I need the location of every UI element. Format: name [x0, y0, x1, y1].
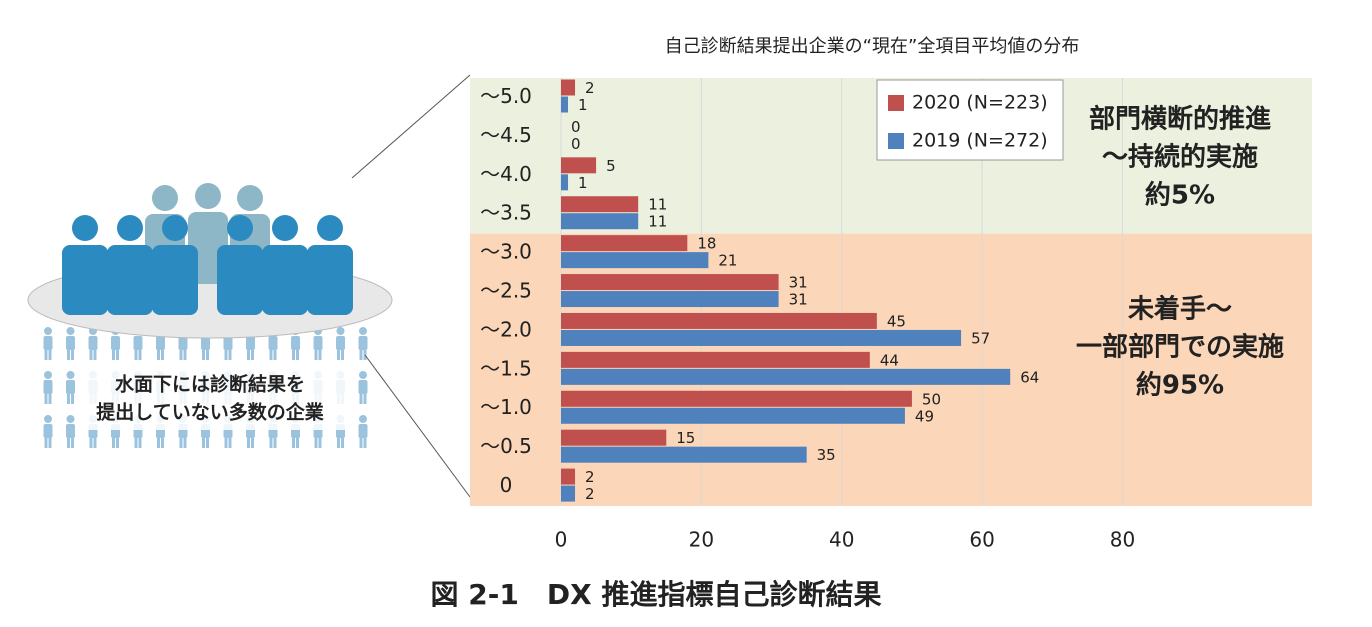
- y-tick-label: ～4.0: [480, 162, 532, 186]
- illustration-text: 提出していない多数の企業: [96, 401, 324, 424]
- value-label: 44: [880, 351, 899, 369]
- value-label: 31: [789, 291, 808, 309]
- annotation: 未着手～: [1128, 294, 1232, 325]
- legend-box: [876, 79, 1064, 161]
- value-label: 1: [578, 96, 588, 114]
- bar: [561, 213, 639, 230]
- legend-swatch: [888, 95, 904, 111]
- value-label: 49: [915, 407, 934, 425]
- y-tick-label: ～3.5: [480, 201, 532, 225]
- y-tick-label: ～2.0: [480, 317, 532, 341]
- bar: [561, 96, 569, 113]
- bar: [561, 351, 870, 368]
- value-label: 64: [1020, 368, 1039, 386]
- value-label: 18: [697, 235, 716, 253]
- value-label: 35: [817, 446, 836, 464]
- annotation: 一部部門での実施: [1076, 332, 1284, 363]
- chart-title: 自己診断結果提出企業の“現在”全項目平均値の分布: [665, 36, 1080, 57]
- y-tick-label: ～2.5: [480, 279, 532, 303]
- y-tick-label: 0: [500, 473, 513, 497]
- bar: [561, 235, 688, 252]
- annotation: 約5%: [1145, 180, 1215, 211]
- bar: [561, 368, 1011, 385]
- value-label: 2: [585, 468, 595, 486]
- value-label: 57: [971, 329, 990, 347]
- value-label: 50: [922, 390, 941, 408]
- legend-label: 2019 (N=272): [912, 130, 1048, 152]
- value-label: 5: [606, 157, 616, 175]
- annotation: 約95%: [1136, 370, 1224, 401]
- bar: [561, 252, 709, 269]
- value-label: 0: [571, 118, 581, 136]
- caption: 図 2-1 DX 推進指標自己診断結果: [431, 578, 882, 611]
- value-label: 21: [718, 252, 737, 270]
- bar: [561, 79, 576, 96]
- x-tick-label: 0: [555, 528, 568, 552]
- bar: [561, 468, 576, 485]
- bar: [561, 291, 779, 308]
- bar: [561, 157, 597, 174]
- bar: [561, 274, 779, 291]
- x-tick-label: 80: [1110, 528, 1135, 552]
- value-label: 0: [571, 135, 581, 153]
- bar: [561, 407, 905, 424]
- value-label: 2: [585, 485, 595, 503]
- x-tick-label: 20: [689, 528, 714, 552]
- bar: [561, 196, 639, 213]
- y-tick-label: ～4.5: [480, 123, 532, 147]
- bar: [561, 174, 569, 191]
- value-label: 31: [789, 274, 808, 292]
- value-label: 15: [676, 429, 695, 447]
- bar: [561, 429, 667, 446]
- annotation: ～持続的実施: [1102, 142, 1258, 173]
- illustration: [27, 74, 471, 498]
- y-tick-label: ～5.0: [480, 84, 532, 108]
- x-tick-label: 60: [969, 528, 994, 552]
- y-tick-label: ～3.0: [480, 240, 532, 264]
- bar: [561, 446, 807, 463]
- value-label: 45: [887, 312, 906, 330]
- value-label: 2: [585, 79, 595, 97]
- illustration-text: 水面下には診断結果を: [115, 373, 305, 396]
- x-tick-label: 40: [829, 528, 854, 552]
- bar: [561, 485, 576, 502]
- bar: [561, 329, 962, 346]
- value-label: 11: [648, 213, 667, 231]
- legend-label: 2020 (N=223): [912, 92, 1048, 114]
- legend-swatch: [888, 133, 904, 149]
- bar: [561, 312, 877, 329]
- value-label: 11: [648, 196, 667, 214]
- y-tick-label: ～1.5: [480, 356, 532, 380]
- y-tick-label: ～1.0: [480, 395, 532, 419]
- bar: [561, 390, 912, 407]
- y-tick-label: ～0.5: [480, 434, 532, 458]
- value-label: 1: [578, 174, 588, 192]
- annotation: 部門横断的推進: [1089, 104, 1271, 135]
